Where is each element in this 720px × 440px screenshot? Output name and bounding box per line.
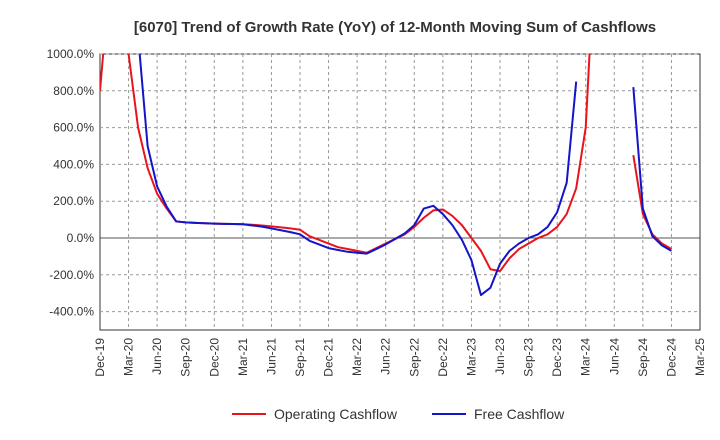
x-tick-label: Dec-19 [93, 338, 107, 377]
x-tick-label: Jun-24 [607, 338, 621, 375]
x-tick-label: Jun-23 [493, 338, 507, 375]
x-tick-label: Sep-21 [293, 338, 307, 377]
plot-area [99, 53, 701, 331]
x-tick-label: Mar-21 [236, 338, 250, 376]
x-tick-label: Sep-24 [636, 338, 650, 377]
series-lines [100, 54, 672, 297]
y-tick-label: 800.0% [53, 84, 94, 98]
y-tick-label: 0.0% [67, 231, 95, 245]
x-tick-label: Mar-20 [122, 338, 136, 376]
y-tick-label: 1000.0% [47, 47, 95, 61]
x-tick-label: Jun-20 [150, 338, 164, 375]
chart-title: [6070] Trend of Growth Rate (YoY) of 12-… [134, 19, 656, 36]
y-tick-label: 600.0% [53, 121, 94, 135]
legend-operating-cashflow: Operating Cashflow [232, 406, 398, 422]
x-tick-label: Sep-22 [407, 338, 421, 377]
x-tick-label: Sep-20 [179, 338, 193, 377]
x-tick-label: Mar-23 [464, 338, 478, 376]
y-tick-label: -200.0% [49, 268, 94, 282]
x-tick-label: Dec-21 [322, 338, 336, 377]
x-tick-label: Dec-20 [207, 338, 221, 377]
gridlines [100, 53, 700, 330]
x-axis-ticks: Dec-19 Mar-20 Jun-20 Sep-20 Dec-20 Mar-21 Jun-… [93, 338, 707, 377]
x-tick-label: Mar-24 [579, 338, 593, 376]
y-tick-label: 400.0% [53, 157, 94, 171]
y-tick-label: 200.0% [53, 194, 94, 208]
x-tick-label: Mar-25 [693, 338, 707, 376]
x-tick-label: Mar-22 [350, 338, 364, 376]
legend: Operating Cashflow Free Cashflow [232, 406, 565, 422]
y-tick-label: -400.0% [49, 305, 94, 319]
plot-background [99, 53, 701, 331]
x-tick-label: Dec-22 [436, 338, 450, 377]
x-tick-label: Sep-23 [522, 338, 536, 377]
y-axis-ticks: 1000.0% 800.0% 600.0% 400.0% 200.0% 0.0% -200.… [47, 47, 95, 319]
legend-label: Free Cashflow [474, 406, 565, 422]
x-tick-label: Dec-24 [664, 338, 678, 377]
legend-label: Operating Cashflow [274, 406, 398, 422]
x-tick-label: Jun-21 [264, 338, 278, 375]
x-tick-label: Dec-23 [550, 338, 564, 377]
series-line-free-cashflow [138, 54, 672, 297]
x-tick-label: Jun-22 [379, 338, 393, 375]
legend-free-cashflow: Free Cashflow [432, 406, 565, 422]
